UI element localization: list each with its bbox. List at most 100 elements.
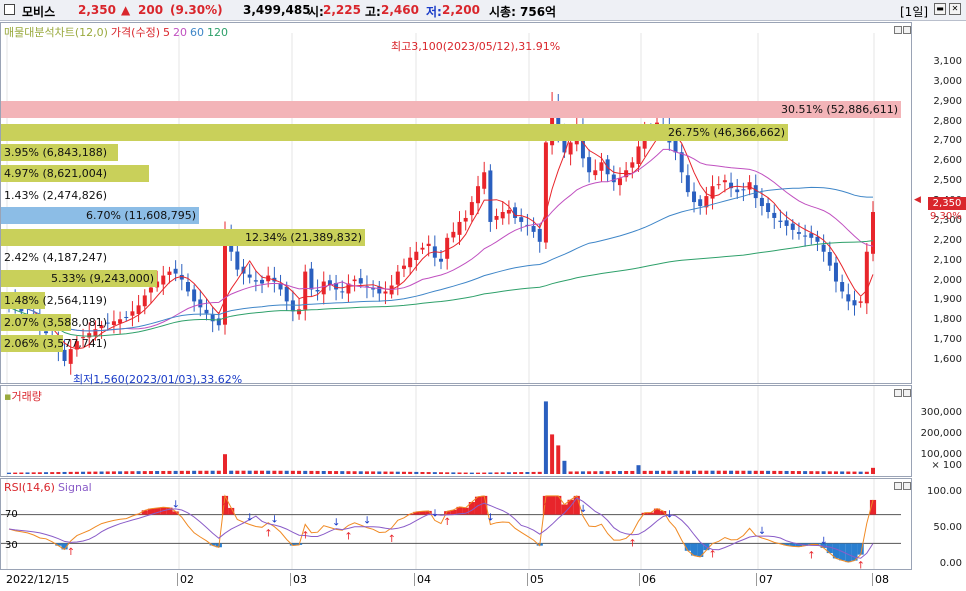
volume-bar xyxy=(334,471,339,474)
open-value: 2,225 xyxy=(323,3,361,17)
x-axis-label: 07 xyxy=(756,573,773,586)
price-chart xyxy=(6,33,875,383)
volume-bar xyxy=(309,470,314,474)
volume-bar xyxy=(148,471,153,474)
candle-body xyxy=(155,281,160,288)
volume-bar xyxy=(68,471,73,474)
rsi-panel: ↑ ↓ ↑ ↓ ↑ ↓ ↑ ↓ ↑ ↓ ↑ ↓ ↑ ↓ ↑ ↓ ↑ ↓ ↑ ↓ ↑ ↓ ↑ RSI(14,6) Signal … xyxy=(0,478,912,570)
volume-bar xyxy=(488,472,493,474)
minimize-icon[interactable]: ▬ xyxy=(934,3,946,15)
legend-signal[interactable]: Signal xyxy=(57,481,92,494)
high-value: 2,460 xyxy=(381,3,419,17)
header-checkbox[interactable] xyxy=(4,4,15,15)
candle-body xyxy=(445,237,450,259)
volume-profile-bar: 1.43% (2,474,826) xyxy=(1,187,141,204)
volume-bar xyxy=(815,471,820,474)
candle-body xyxy=(81,337,86,339)
volume-bar xyxy=(136,471,141,474)
volume-bar xyxy=(50,472,55,474)
candle-body xyxy=(543,142,548,243)
volume-close-icon[interactable] xyxy=(903,389,911,397)
legend-ma20[interactable]: 20 xyxy=(173,26,187,39)
volume-bar xyxy=(327,471,332,474)
candle-body xyxy=(852,300,857,306)
candle-body xyxy=(821,244,826,252)
candle-body xyxy=(858,301,863,303)
buy-signal-icon: ↑ xyxy=(264,529,272,540)
volume-bar xyxy=(766,470,771,474)
legend-rsi[interactable]: RSI(14,6) xyxy=(4,481,55,494)
candle-body xyxy=(617,178,622,186)
rsi-level-30: 30 xyxy=(5,540,18,551)
candle-body xyxy=(537,228,542,242)
rsi-oversold-fill xyxy=(802,543,809,546)
buy-signal-icon: ↑ xyxy=(301,530,309,541)
rsi-overbought-fill xyxy=(462,507,469,515)
quote-header: 모비스 2,350 ▲ 200 (9.30%) 3,499,485 시: 2,2… xyxy=(0,0,966,21)
current-pct-tag: 9.30% xyxy=(930,211,962,222)
price-tick: 1,800 xyxy=(933,314,962,326)
rsi-overbought-fill xyxy=(444,511,451,515)
volume-bar xyxy=(772,470,777,474)
volume-value: 3,499,485 xyxy=(243,3,311,17)
volume-bar xyxy=(432,472,437,474)
buy-signal-icon: ↑ xyxy=(344,531,352,542)
rsi-settings-icon[interactable] xyxy=(894,482,902,490)
rsi-overbought-fill xyxy=(413,511,420,515)
candle-body xyxy=(383,291,388,294)
legend-price[interactable]: 가격(수정) xyxy=(110,26,160,39)
candle-body xyxy=(352,279,357,282)
close-icon[interactable]: ✕ xyxy=(949,3,961,15)
candle-body xyxy=(599,162,604,171)
legend-ma5[interactable]: 5 xyxy=(163,26,170,39)
period-selector[interactable]: [1일] xyxy=(900,5,929,19)
volume-profile-bar: 30.51% (52,886,611) xyxy=(1,101,901,118)
buy-signal-icon: ↑ xyxy=(709,549,717,560)
candle-body xyxy=(710,186,715,199)
price-tick: 2,300 xyxy=(933,214,962,226)
rsi-overbought-fill xyxy=(147,508,155,515)
volume-bar xyxy=(266,470,271,474)
candle-body xyxy=(476,186,481,204)
mcap-value: 756억 xyxy=(520,5,557,19)
candle-body xyxy=(809,233,814,238)
candle-body xyxy=(284,286,289,302)
volume-bar xyxy=(445,472,450,474)
x-axis-label: 06 xyxy=(639,573,656,586)
candle-body xyxy=(198,299,203,308)
candle-body xyxy=(142,295,147,307)
legend-ma120[interactable]: 120 xyxy=(207,26,228,39)
volume-bar xyxy=(260,470,265,474)
price-axis: 1,600 1,700 1,800 1,900 2,000 2,100 2,200 2,300… xyxy=(912,22,966,384)
panel-settings-icon[interactable] xyxy=(894,26,902,34)
volume-settings-icon[interactable] xyxy=(894,389,902,397)
x-axis-label: 08 xyxy=(872,573,889,586)
legend-volume-profile[interactable]: 매물대분석차트(12,0) xyxy=(4,26,108,39)
volume-bar xyxy=(543,401,548,474)
buy-signal-icon: ↑ xyxy=(388,534,396,545)
volume-profile-label: 2.42% (4,187,247) xyxy=(4,251,108,264)
candle-body xyxy=(531,225,536,232)
legend-ma60[interactable]: 60 xyxy=(190,26,204,39)
volume-bar xyxy=(463,472,468,474)
rsi-overbought-fill xyxy=(561,504,568,515)
panel-close-icon[interactable] xyxy=(903,26,911,34)
volume-tick: 300,000 xyxy=(920,407,962,418)
candle-body xyxy=(803,235,808,237)
rsi-close-icon[interactable] xyxy=(903,482,911,490)
volume-profile-bar: 26.75% (46,366,662) xyxy=(1,124,788,141)
stock-name[interactable]: 모비스 xyxy=(22,5,56,19)
candle-body xyxy=(593,170,598,176)
volume-bar xyxy=(297,470,302,474)
candle-body xyxy=(500,212,505,219)
sell-signal-icon: ↓ xyxy=(665,509,673,520)
candle-body xyxy=(290,300,295,312)
volume-bar xyxy=(747,470,752,474)
volume-profile-bar: 6.70% (11,608,795) xyxy=(1,207,199,224)
volume-profile-bar: 4.97% (8,621,004) xyxy=(1,165,149,182)
volume-bar xyxy=(846,471,851,474)
volume-bar xyxy=(7,472,11,474)
volume-bar xyxy=(179,470,184,474)
volume-bar xyxy=(753,470,758,474)
